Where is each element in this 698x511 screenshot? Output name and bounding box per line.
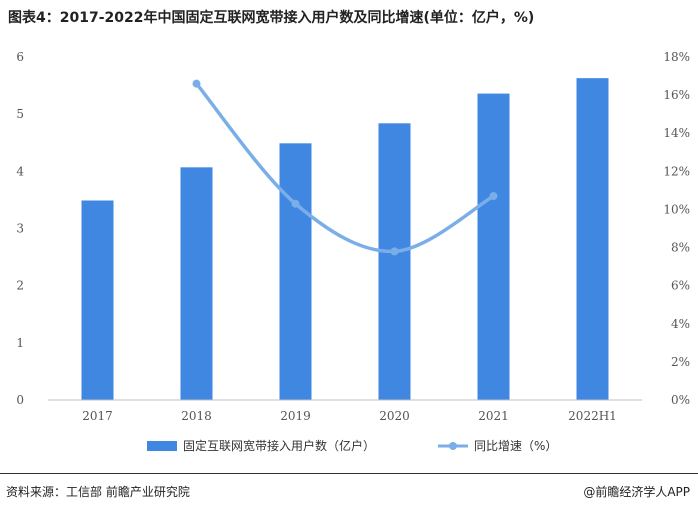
y-left-tick-label: 6 (16, 50, 24, 64)
y-right-axis: 0% 2% 4% 6% 8% 10% 12% 14% 16% 18% (663, 50, 690, 407)
y-left-tick-label: 5 (16, 107, 24, 121)
y-left-tick-label: 0 (16, 393, 24, 407)
source-note: 资料来源：工信部 前瞻产业研究院 (6, 485, 190, 499)
y-right-tick-label: 0% (671, 393, 690, 407)
y-left-tick-label: 3 (16, 222, 24, 236)
x-tick-label: 2020 (379, 409, 410, 423)
bar (279, 143, 312, 401)
y-right-tick-label: 4% (671, 317, 690, 331)
x-axis: 2017 2018 2019 2020 2021 2022H1 (82, 409, 617, 423)
y-right-tick-label: 12% (663, 164, 690, 178)
chart-title: 图表4：2017-2022年中国固定互联网宽带接入用户数及同比增速(单位：亿户，… (8, 10, 535, 26)
legend: 固定互联网宽带接入用户数（亿户） 同比增速（%） (147, 438, 557, 453)
y-left-tick-label: 4 (16, 164, 24, 178)
legend-line-marker (449, 442, 457, 450)
bar (576, 78, 609, 400)
growth-line (194, 81, 496, 254)
x-tick-label: 2019 (280, 409, 311, 423)
footer: 资料来源：工信部 前瞻产业研究院 @前瞻经济学人APP (0, 473, 698, 511)
y-right-tick-label: 18% (663, 50, 690, 64)
publisher-credit: @前瞻经济学人APP (583, 485, 690, 499)
bar-series (81, 78, 609, 401)
legend-line-label: 同比增速（%） (474, 439, 557, 453)
line-series (192, 79, 498, 256)
y-right-tick-label: 14% (663, 126, 690, 140)
y-right-tick-label: 2% (671, 355, 690, 369)
bar (378, 123, 411, 401)
legend-bar-label: 固定互联网宽带接入用户数（亿户） (183, 438, 375, 453)
y-right-tick-label: 6% (671, 279, 690, 293)
x-tick-label: 2022H1 (568, 409, 617, 423)
y-right-tick-label: 16% (663, 88, 690, 102)
y-left-tick-label: 1 (16, 336, 24, 350)
y-right-tick-label: 10% (663, 202, 690, 216)
x-tick-label: 2018 (181, 409, 212, 423)
growth-point (390, 247, 399, 256)
legend-bar-swatch (147, 441, 177, 451)
growth-point (192, 79, 201, 88)
x-tick-label: 2017 (82, 409, 113, 423)
x-tick-label: 2021 (478, 409, 509, 423)
growth-point (291, 199, 300, 208)
bar (477, 93, 510, 400)
y-left-tick-label: 2 (16, 279, 24, 293)
bar (81, 200, 114, 400)
bar (180, 167, 213, 400)
y-left-axis: 0 1 2 3 4 5 6 (16, 50, 24, 407)
y-right-tick-label: 8% (671, 241, 690, 255)
growth-point (489, 192, 498, 201)
